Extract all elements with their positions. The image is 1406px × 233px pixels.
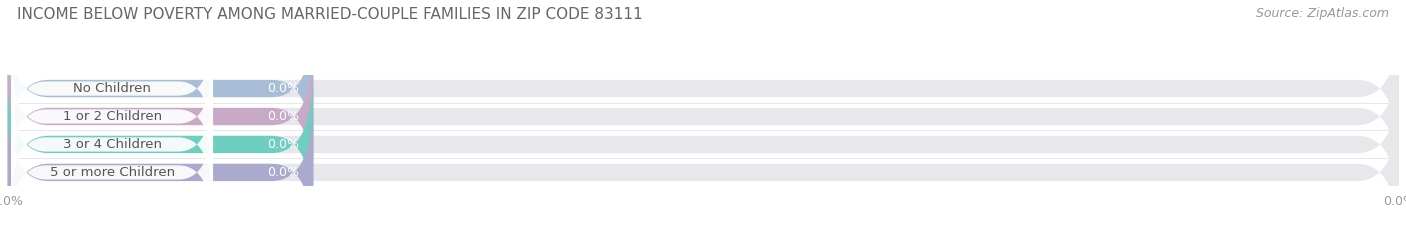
Text: INCOME BELOW POVERTY AMONG MARRIED-COUPLE FAMILIES IN ZIP CODE 83111: INCOME BELOW POVERTY AMONG MARRIED-COUPL… [17,7,643,22]
Text: Source: ZipAtlas.com: Source: ZipAtlas.com [1256,7,1389,20]
FancyBboxPatch shape [7,41,314,192]
FancyBboxPatch shape [11,54,214,179]
FancyBboxPatch shape [7,41,1399,192]
FancyBboxPatch shape [11,82,214,207]
FancyBboxPatch shape [11,26,214,151]
FancyBboxPatch shape [7,97,1399,233]
FancyBboxPatch shape [11,110,214,233]
FancyBboxPatch shape [7,13,314,164]
Text: 0.0%: 0.0% [267,110,299,123]
Text: 5 or more Children: 5 or more Children [49,166,174,179]
Text: 0.0%: 0.0% [267,82,299,95]
Text: 0.0%: 0.0% [267,138,299,151]
FancyBboxPatch shape [7,69,1399,220]
FancyBboxPatch shape [7,97,314,233]
FancyBboxPatch shape [7,69,314,220]
Text: 1 or 2 Children: 1 or 2 Children [62,110,162,123]
Text: 0.0%: 0.0% [267,166,299,179]
FancyBboxPatch shape [7,13,1399,164]
Text: No Children: No Children [73,82,150,95]
Text: 3 or 4 Children: 3 or 4 Children [63,138,162,151]
